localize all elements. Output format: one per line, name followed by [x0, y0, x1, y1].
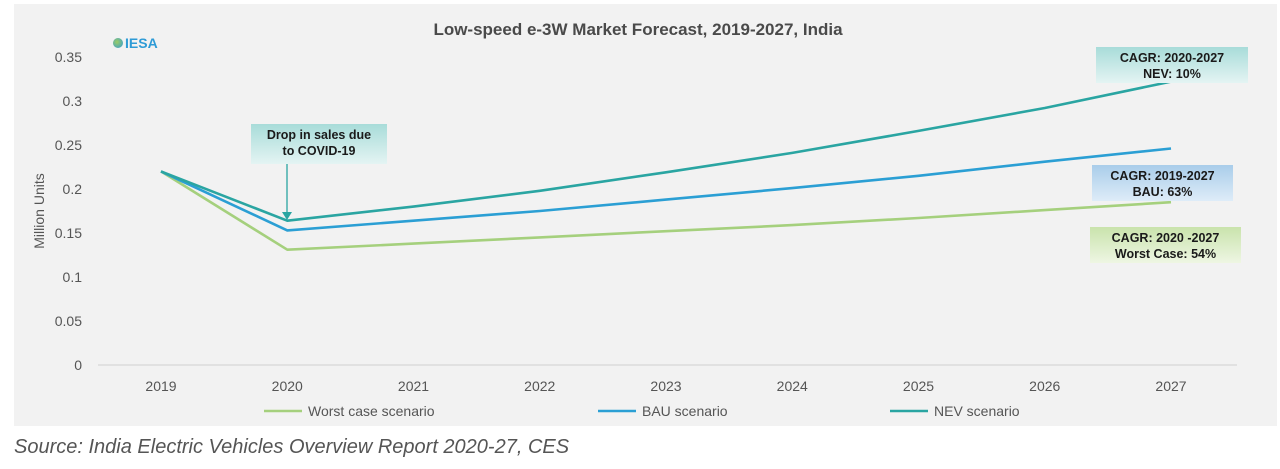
covid-drop-line1: Drop in sales due	[266, 128, 372, 142]
worst-cagr-line2: Worst Case: 54%	[1114, 247, 1217, 261]
nev-cagr-line2: NEV: 10%	[1143, 67, 1201, 81]
x-tick-label: 2023	[650, 378, 681, 394]
line-chart: Low-speed e-3W Market Forecast, 2019-202…	[31, 20, 1237, 419]
bau-cagr-line1: CAGR: 2019-2027	[1110, 169, 1215, 183]
covid-arrow-head	[282, 212, 292, 220]
y-tick-label: 0.3	[63, 93, 83, 109]
legend-label: NEV scenario	[934, 403, 1020, 419]
iesa-logo: IESA	[113, 35, 158, 51]
worst-cagr-line1: CAGR: 2020 -2027	[1111, 231, 1220, 245]
logo-text: IESA	[125, 35, 158, 51]
y-tick-label: 0.2	[63, 181, 83, 197]
nev-cagr-callout: CAGR: 2020-2027 NEV: 10%	[1096, 47, 1248, 83]
worst-cagr-callout: CAGR: 2020 -2027 Worst Case: 54%	[1090, 227, 1241, 263]
x-tick-label: 2020	[272, 378, 303, 394]
y-tick-label: 0.05	[55, 313, 82, 329]
x-tick-label: 2024	[777, 378, 808, 394]
logo-icon	[113, 38, 123, 48]
y-tick-label: 0.1	[63, 269, 83, 285]
source-caption: Source: India Electric Vehicles Overview…	[14, 436, 570, 458]
x-tick-label: 2025	[903, 378, 934, 394]
covid-drop-callout: Drop in sales due to COVID-19	[251, 124, 387, 164]
y-tick-label: 0.25	[55, 137, 82, 153]
legend-label: Worst case scenario	[308, 403, 435, 419]
x-tick-label: 2027	[1155, 378, 1186, 394]
chart-title: Low-speed e-3W Market Forecast, 2019-202…	[433, 20, 843, 39]
covid-drop-line2: to COVID-19	[282, 144, 356, 158]
chart-panel: Low-speed e-3W Market Forecast, 2019-202…	[14, 4, 1277, 426]
bau-cagr-line2: BAU: 63%	[1132, 185, 1193, 199]
series-line-bau-scenario	[160, 147, 1172, 232]
x-tick-label: 2022	[524, 378, 555, 394]
bau-cagr-callout: CAGR: 2019-2027 BAU: 63%	[1092, 165, 1233, 201]
series-line-worst-case-scenario	[160, 170, 1172, 251]
y-tick-label: 0.35	[55, 49, 82, 65]
y-tick-label: 0	[74, 357, 82, 373]
legend-label: BAU scenario	[642, 403, 728, 419]
series-line-nev-scenario	[160, 80, 1172, 222]
x-tick-label: 2019	[145, 378, 176, 394]
y-axis-title: Million Units	[31, 173, 47, 248]
x-tick-label: 2026	[1029, 378, 1060, 394]
x-tick-label: 2021	[398, 378, 429, 394]
nev-cagr-line1: CAGR: 2020-2027	[1119, 51, 1225, 65]
y-tick-label: 0.15	[55, 225, 82, 241]
